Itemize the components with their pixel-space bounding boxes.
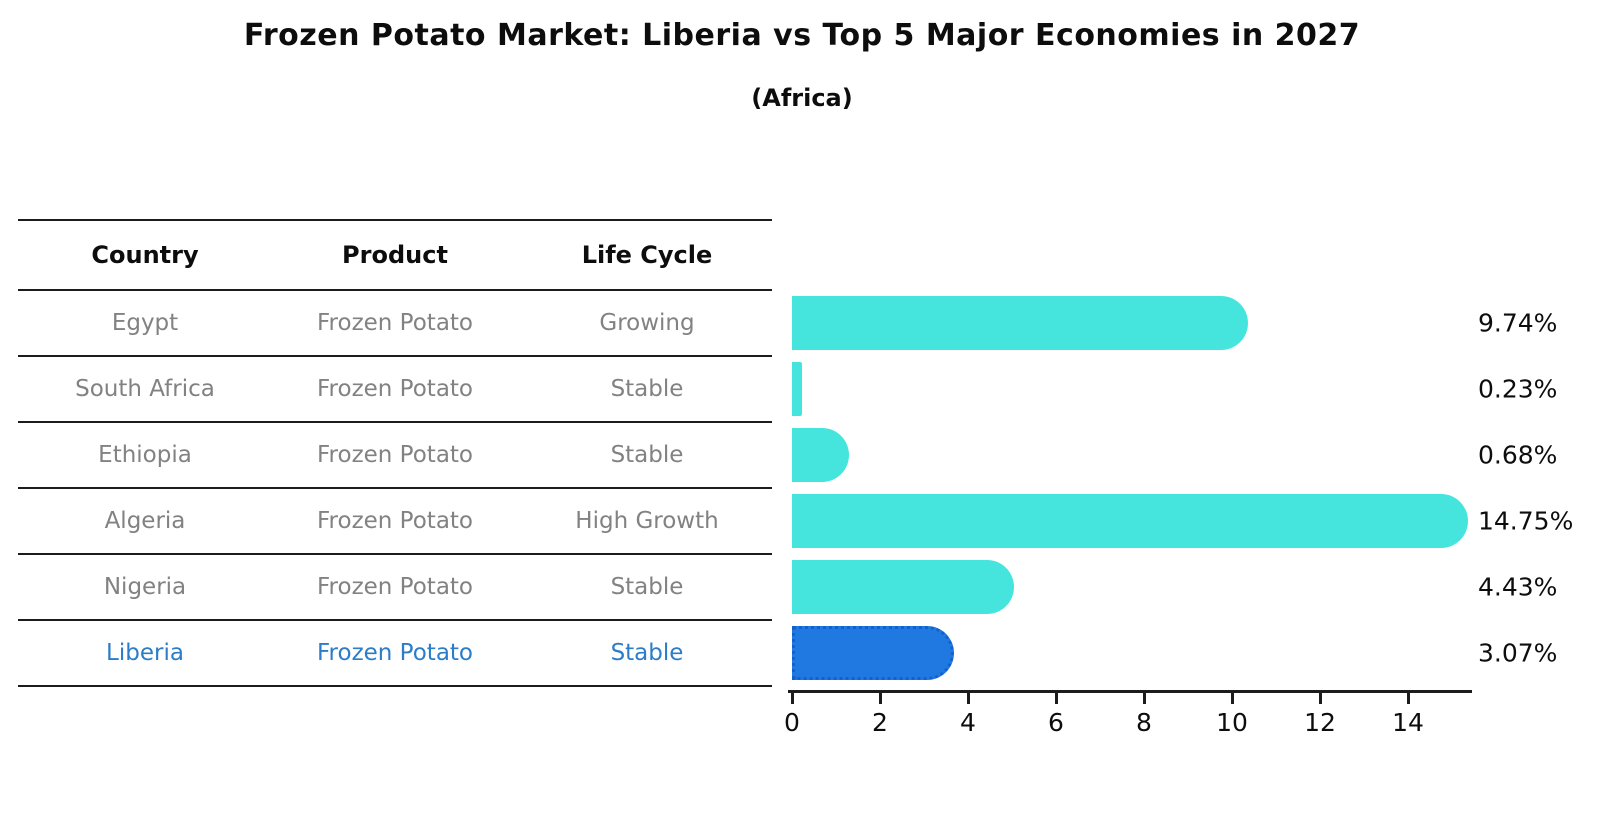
- x-axis-tick-label: 14: [1392, 708, 1424, 737]
- table-cell-life_cycle: High Growth: [575, 508, 719, 534]
- table-cell-country: Nigeria: [103, 574, 187, 600]
- x-axis-tick: [1319, 690, 1322, 704]
- bar-algeria: [792, 494, 1468, 548]
- x-axis-tick-label: 10: [1216, 708, 1248, 737]
- table-cell-life_cycle: Stable: [610, 376, 684, 402]
- x-axis-tick-label: 2: [872, 708, 888, 737]
- table-cell-life_cycle: Stable: [610, 442, 684, 468]
- table-cell-country: Algeria: [104, 508, 186, 534]
- x-axis-tick: [879, 690, 882, 704]
- table-cell-product: Frozen Potato: [316, 574, 473, 600]
- table-header-product: Product: [342, 241, 448, 269]
- x-axis-tick: [791, 690, 794, 704]
- x-axis-tick: [1055, 690, 1058, 704]
- table-cell-country: Ethiopia: [98, 442, 192, 468]
- bar-value-label: 14.75%: [1478, 506, 1574, 536]
- table-cell-country: Egypt: [111, 310, 179, 336]
- chart-title: Frozen Potato Market: Liberia vs Top 5 M…: [243, 18, 1361, 53]
- x-axis-tick-label: 12: [1304, 708, 1336, 737]
- table-header-life-cycle: Life Cycle: [581, 241, 713, 269]
- bar-value-label: 0.23%: [1478, 374, 1558, 404]
- table-cell-product: Frozen Potato: [316, 442, 473, 468]
- bar-egypt: [792, 296, 1248, 350]
- table-row-divider: [18, 619, 772, 621]
- x-axis-tick: [967, 690, 970, 704]
- table-cell-country: Liberia: [106, 640, 184, 666]
- x-axis-tick: [1143, 690, 1146, 704]
- x-axis-tick-label: 8: [1136, 708, 1152, 737]
- x-axis-tick: [1231, 690, 1234, 704]
- table-row-divider: [18, 219, 772, 221]
- table-cell-product: Frozen Potato: [316, 640, 473, 666]
- table-row-divider: [18, 553, 772, 555]
- chart-subtitle: (Africa): [751, 84, 853, 112]
- table-row-divider: [18, 421, 772, 423]
- table-row-divider: [18, 487, 772, 489]
- bar-nigeria: [792, 560, 1014, 614]
- bar-value-label: 4.43%: [1478, 572, 1558, 602]
- table-cell-product: Frozen Potato: [316, 310, 473, 336]
- bar-south-africa: [792, 362, 803, 416]
- bar-value-label: 3.07%: [1478, 638, 1558, 668]
- bar-ethiopia: [792, 428, 849, 482]
- table-cell-product: Frozen Potato: [316, 376, 473, 402]
- table-row-divider: [18, 289, 772, 291]
- x-axis-tick-label: 4: [960, 708, 976, 737]
- table-cell-product: Frozen Potato: [316, 508, 473, 534]
- table-cell-life_cycle: Growing: [599, 310, 695, 336]
- table-cell-life_cycle: Stable: [610, 574, 684, 600]
- x-axis-tick: [1407, 690, 1410, 704]
- table-cell-life_cycle: Stable: [610, 640, 684, 666]
- bar-value-label: 0.68%: [1478, 440, 1558, 470]
- table-header-country: Country: [91, 241, 199, 269]
- bar-value-label: 9.74%: [1478, 308, 1558, 338]
- x-axis-tick-label: 6: [1048, 708, 1064, 737]
- table-row-divider: [18, 685, 772, 687]
- table-cell-country: South Africa: [75, 376, 215, 402]
- bar-highlight-liberia: [792, 626, 955, 680]
- x-axis-line: [788, 690, 1472, 693]
- x-axis-tick-label: 0: [784, 708, 800, 737]
- table-row-divider: [18, 355, 772, 357]
